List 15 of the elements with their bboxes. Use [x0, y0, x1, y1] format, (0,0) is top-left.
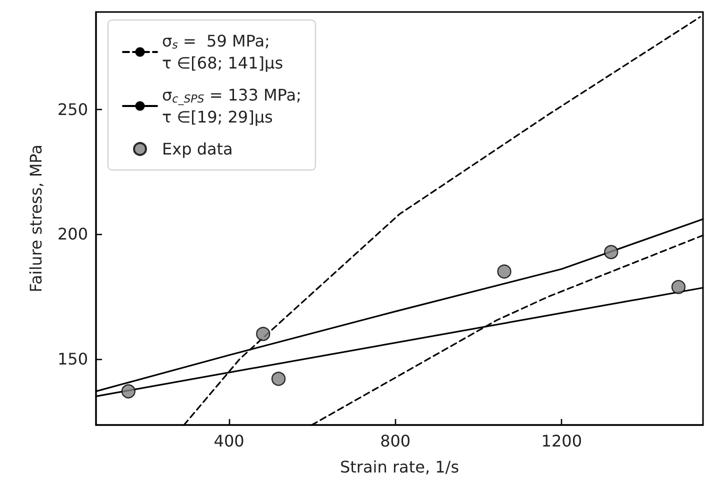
x-tick-label: 800 — [380, 432, 411, 450]
point — [271, 372, 286, 386]
x-axis-title: Strain rate, 1/s — [340, 458, 460, 476]
point — [604, 244, 618, 260]
legend-label: Exp data — [162, 140, 233, 158]
point — [671, 280, 686, 294]
point — [497, 264, 512, 279]
y-axis-title: Failure stress, MPa — [26, 144, 46, 292]
point — [256, 326, 270, 342]
x-tick-label: 400 — [214, 432, 244, 450]
point — [121, 384, 136, 398]
y-tick-label: 250 — [57, 100, 88, 119]
y-tick-label: 150 — [57, 349, 88, 368]
x-tick-label: 1200 — [541, 432, 582, 450]
y-tick-label: 200 — [57, 224, 88, 244]
